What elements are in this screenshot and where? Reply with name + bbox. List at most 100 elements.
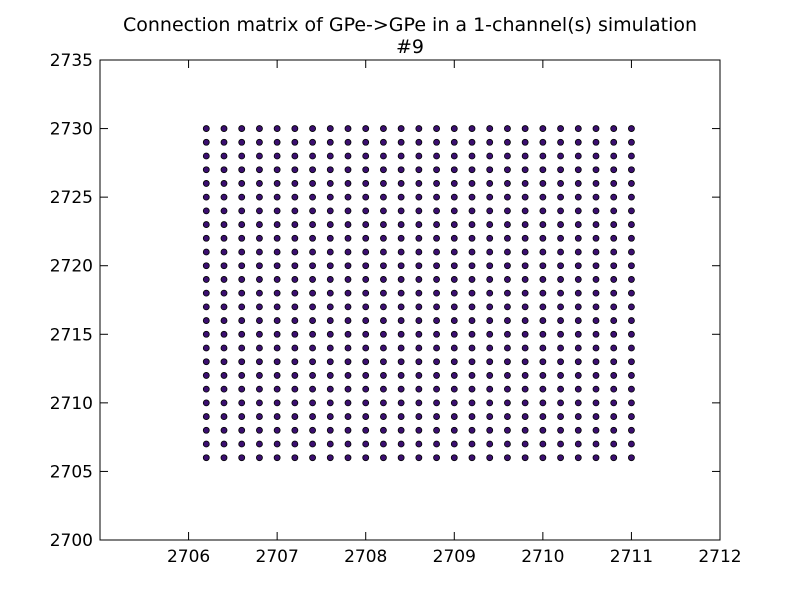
- data-point: [415, 221, 423, 228]
- data-point: [202, 125, 210, 132]
- data-point: [238, 385, 246, 393]
- data-point: [309, 317, 316, 324]
- data-point: [291, 289, 299, 297]
- data-point: [557, 125, 564, 132]
- data-point: [291, 385, 299, 393]
- data-point: [362, 440, 370, 448]
- data-point: [574, 262, 582, 270]
- data-point: [344, 454, 352, 462]
- data-point: [450, 138, 458, 146]
- data-point: [344, 372, 352, 379]
- data-point: [610, 440, 618, 448]
- data-point: [220, 180, 228, 187]
- data-point: [238, 207, 246, 215]
- data-point: [592, 303, 600, 311]
- data-point: [610, 180, 618, 187]
- data-point: [468, 289, 476, 297]
- data-point: [504, 289, 511, 297]
- data-point: [557, 138, 564, 146]
- data-point: [326, 454, 334, 462]
- data-point: [521, 166, 529, 174]
- data-point: [344, 152, 352, 160]
- data-point: [486, 358, 494, 366]
- data-point: [468, 180, 476, 187]
- data-point: [468, 426, 476, 434]
- data-point: [202, 399, 210, 407]
- data-point: [450, 372, 458, 379]
- data-point: [326, 289, 334, 297]
- data-point: [433, 372, 440, 379]
- data-point: [273, 125, 281, 132]
- data-point: [220, 221, 228, 228]
- data-point: [433, 399, 440, 407]
- data-point: [468, 317, 476, 324]
- data-point: [486, 248, 494, 256]
- data-point: [238, 330, 246, 338]
- data-point: [291, 413, 299, 420]
- data-point: [397, 152, 405, 160]
- data-point: [504, 344, 511, 352]
- data-point: [610, 385, 618, 393]
- x-tick-label: 2710: [521, 547, 564, 567]
- data-point: [486, 399, 494, 407]
- data-point: [521, 303, 529, 311]
- data-point: [433, 358, 440, 366]
- data-point: [202, 344, 210, 352]
- data-point: [628, 193, 635, 201]
- data-point: [273, 399, 281, 407]
- data-point: [415, 454, 423, 462]
- data-point: [202, 207, 210, 215]
- data-point: [521, 276, 529, 283]
- data-point: [521, 152, 529, 160]
- data-point: [238, 180, 246, 187]
- data-point: [433, 221, 440, 228]
- data-point: [592, 248, 600, 256]
- data-point: [380, 138, 387, 146]
- data-point: [220, 385, 228, 393]
- data-point: [344, 166, 352, 174]
- data-point: [397, 303, 405, 311]
- data-point: [504, 385, 511, 393]
- data-point: [610, 166, 618, 174]
- data-point: [539, 138, 547, 146]
- data-point: [256, 166, 263, 174]
- data-point: [433, 303, 440, 311]
- data-point: [592, 399, 600, 407]
- data-point: [220, 358, 228, 366]
- data-point: [397, 413, 405, 420]
- data-point: [592, 138, 600, 146]
- data-point: [344, 262, 352, 270]
- data-point: [450, 221, 458, 228]
- data-point: [557, 372, 564, 379]
- data-point: [433, 344, 440, 352]
- data-point: [202, 289, 210, 297]
- data-point: [309, 303, 316, 311]
- data-point: [539, 221, 547, 228]
- data-point: [273, 303, 281, 311]
- data-point: [202, 248, 210, 256]
- data-point: [256, 303, 263, 311]
- x-tick-label: 2711: [610, 547, 653, 567]
- data-point: [592, 358, 600, 366]
- data-point: [415, 166, 423, 174]
- data-point: [450, 180, 458, 187]
- data-point: [273, 358, 281, 366]
- data-point: [574, 276, 582, 283]
- data-point: [238, 221, 246, 228]
- data-point: [415, 152, 423, 160]
- y-tick-label: 2705: [50, 462, 93, 482]
- data-point: [521, 413, 529, 420]
- data-point: [273, 413, 281, 420]
- data-point: [486, 207, 494, 215]
- data-point: [628, 385, 635, 393]
- data-point: [628, 180, 635, 187]
- data-point: [557, 344, 564, 352]
- data-point: [202, 440, 210, 448]
- data-point: [592, 426, 600, 434]
- data-point: [450, 413, 458, 420]
- data-point: [486, 330, 494, 338]
- data-point: [344, 317, 352, 324]
- data-point: [256, 440, 263, 448]
- data-point: [256, 152, 263, 160]
- data-point: [557, 358, 564, 366]
